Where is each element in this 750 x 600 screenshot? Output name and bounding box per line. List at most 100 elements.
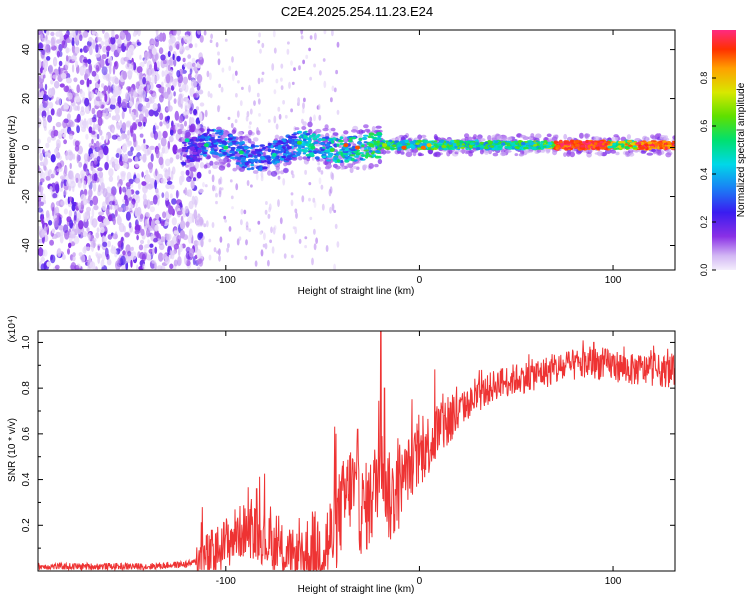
spectrogram-cell <box>64 60 69 70</box>
spectrogram-cell <box>112 76 115 84</box>
spectrogram-cell <box>172 37 176 42</box>
spectrogram-cell <box>195 106 199 111</box>
spectrogram-cell <box>327 152 334 157</box>
spectrogram-cell <box>253 155 258 159</box>
spectrogram-cell <box>335 69 338 75</box>
spectrogram-cell <box>325 143 331 147</box>
spectrogram-cell <box>147 96 153 105</box>
spectrogram-cell <box>279 217 283 225</box>
spectrogram-cell <box>286 48 290 55</box>
spectrogram-cell <box>250 184 253 188</box>
colorbar-tick-label: 0.8 <box>699 72 709 85</box>
spectrogram-cell <box>176 55 181 62</box>
spectrogram-cell <box>107 85 111 94</box>
spectrogram-cell <box>56 108 63 117</box>
spectrogram-cell <box>517 145 521 148</box>
spectrogram-cell <box>308 182 312 186</box>
spectrogram-cell <box>76 115 81 123</box>
spectrogram-cell <box>173 259 178 267</box>
spectrogram-cell <box>45 39 51 45</box>
spectrogram-cell <box>424 139 429 144</box>
spectrogram-cell <box>101 66 108 76</box>
spectrogram-cell <box>58 60 63 67</box>
spectrogram-cell <box>270 170 278 177</box>
spectrogram-cell <box>68 242 72 249</box>
spectrogram-cell <box>43 157 49 166</box>
spectrogram-cell <box>326 142 331 144</box>
spectrogram-cell <box>145 212 150 217</box>
spectrogram-cell <box>248 125 252 129</box>
spectrogram-cell <box>658 144 663 148</box>
spectrogram-cell <box>580 144 585 148</box>
spectrogram-cell <box>282 178 286 186</box>
spectrogram-cell <box>218 153 224 157</box>
spectrogram-cell <box>525 142 530 146</box>
spectrogram-cell <box>184 45 190 51</box>
spectrogram-cell <box>173 98 177 104</box>
spectrogram-cell <box>67 248 70 255</box>
spectrogram-cell <box>518 153 524 157</box>
spectrogram-cell <box>331 172 335 181</box>
spectrogram-cell <box>294 226 298 235</box>
spectrogram-cell <box>294 208 298 214</box>
spectrogram-cell <box>349 154 356 157</box>
spectrogram-cell <box>314 135 320 139</box>
spectrogram-cell <box>180 230 185 239</box>
spectrogram-cell <box>72 252 76 257</box>
spectrogram-cell <box>273 225 277 230</box>
spectrogram-cell <box>173 59 177 67</box>
spectrogram-cell <box>483 146 489 150</box>
spectrogram-plot: -100 0 100 -40 -20 0 20 40 Height of straight l… <box>7 29 676 297</box>
spectrogram-cell <box>292 226 296 230</box>
spectrogram-cell <box>448 141 452 145</box>
spectrogram-cell <box>324 136 330 140</box>
spectrogram-cell <box>139 155 143 160</box>
spectrogram-hotspot <box>382 143 388 148</box>
spectrogram-cell <box>63 85 70 93</box>
spectrogram-cell <box>291 81 295 85</box>
spectrogram-cell <box>149 206 155 213</box>
spectrogram-cell <box>594 152 601 155</box>
spectrogram-cell <box>260 172 264 177</box>
spectrogram-cell <box>274 134 280 140</box>
spectrogram-cell <box>171 198 177 205</box>
spectrogram-cell <box>559 141 563 144</box>
spectrogram-cell <box>164 158 171 167</box>
spectrogram-cell <box>52 169 57 176</box>
spectrogram-cell <box>159 32 163 42</box>
spectrogram-cell <box>434 135 439 141</box>
spectrogram-cell <box>80 90 86 98</box>
spectrogram-cell <box>213 247 217 253</box>
spectrogram-cell <box>184 101 189 110</box>
spectrogram-cell <box>261 157 266 161</box>
spectrogram-cell <box>75 177 79 183</box>
spectrogram-cell <box>261 166 268 170</box>
spectrogram-cell <box>646 152 654 156</box>
spectrogram-cell <box>295 212 298 219</box>
spectrogram-cell <box>177 36 183 41</box>
spectrogram-cell <box>80 254 86 263</box>
spectrogram-cell <box>224 137 228 141</box>
spectrogram-cell <box>121 98 128 109</box>
spectrogram-cell <box>301 108 305 114</box>
spectrogram-cell <box>114 34 119 40</box>
spectrogram-cell <box>74 46 80 54</box>
spectrogram-cell <box>260 160 265 164</box>
colorbar-gradient <box>712 30 736 270</box>
spectrogram-cell <box>160 220 165 227</box>
spectrogram-cell <box>62 224 69 234</box>
spectrogram-cell <box>198 258 204 267</box>
spectrogram-cell <box>519 134 527 138</box>
spectrogram-cell <box>150 153 154 162</box>
spectrogram-cell <box>258 32 261 38</box>
spectrogram-cell <box>244 161 249 166</box>
spectrogram-cell <box>44 83 48 91</box>
spectrogram-cell <box>229 134 233 138</box>
spectrogram-cell <box>48 64 54 75</box>
spectrogram-cell <box>63 102 69 112</box>
spectrogram-cell <box>43 94 47 99</box>
spectrogram-cell <box>187 142 193 145</box>
spectrogram-cell <box>109 200 115 206</box>
spectrogram-cell <box>83 120 87 130</box>
spectrogram-cell <box>50 108 55 116</box>
